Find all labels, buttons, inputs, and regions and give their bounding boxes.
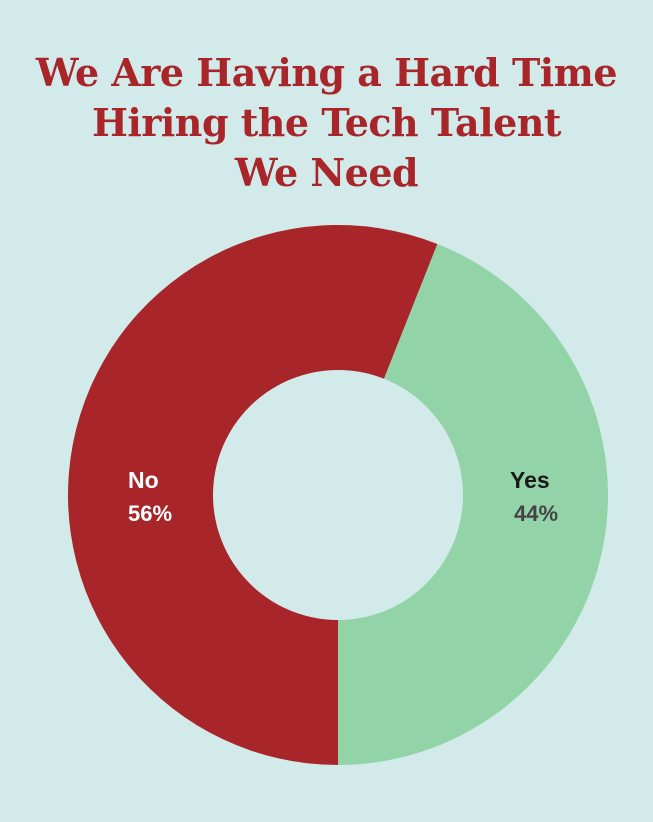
chart-title-line-3: We Need (234, 150, 419, 195)
chart-title: We Are Having a Hard Time Hiring the Tec… (0, 48, 653, 198)
donut-labels: No 56% Yes 44% (128, 467, 558, 526)
slice-yes (338, 243, 608, 766)
slice-value-yes: 44% (514, 501, 558, 526)
slice-label-yes: Yes (510, 467, 550, 493)
chart-title-line-2: Hiring the Tech Talent (92, 100, 561, 145)
chart-title-line-1: We Are Having a Hard Time (35, 50, 618, 95)
slice-value-no: 56% (128, 501, 172, 526)
donut-slices (67, 225, 608, 766)
slice-no (67, 225, 438, 766)
slice-label-no: No (128, 467, 159, 493)
